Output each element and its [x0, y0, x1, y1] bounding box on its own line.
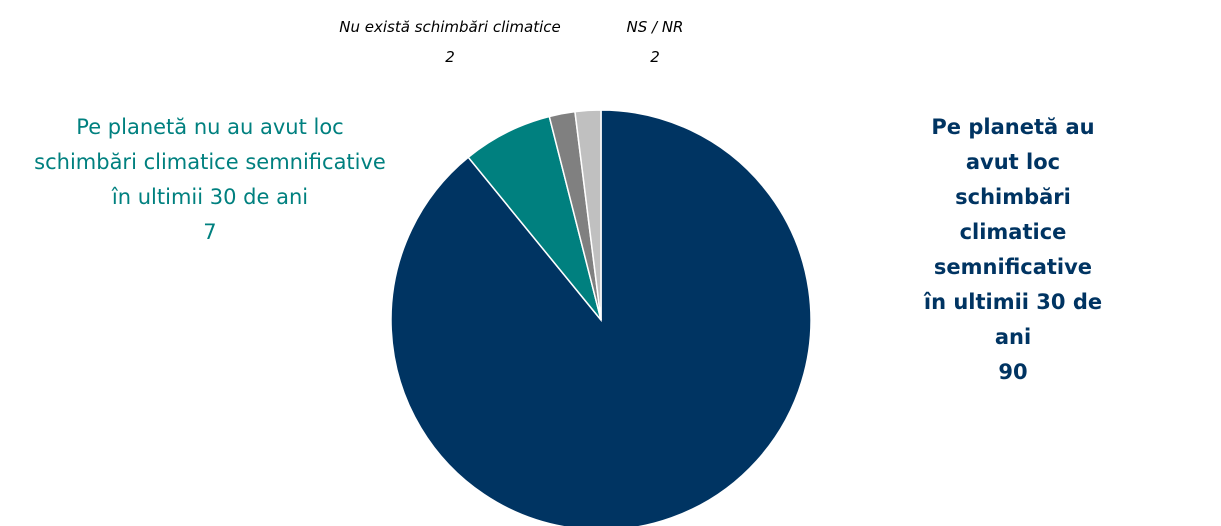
- category-label: NS / NR: [626, 18, 684, 36]
- category-label: Nu există schimbări climatice: [339, 18, 561, 36]
- data-label: Pe planetă au avut loc schimbări climati…: [909, 110, 1117, 390]
- pie-slice: [390, 109, 812, 526]
- value-label: 2: [650, 48, 660, 66]
- value-label: 7: [203, 220, 217, 244]
- category-label: Pe planetă au avut loc schimbări climati…: [923, 115, 1103, 349]
- data-label: NS / NR 2: [627, 12, 684, 72]
- pie-slice: [574, 109, 602, 321]
- data-label: Pe planetă nu au avut loc schimbări clim…: [34, 110, 386, 250]
- category-label: Pe planetă nu au avut loc schimbări clim…: [34, 115, 386, 209]
- value-label: 90: [998, 360, 1028, 384]
- value-label: 2: [445, 48, 455, 66]
- data-label: Nu există schimbări climatice 2: [339, 12, 561, 72]
